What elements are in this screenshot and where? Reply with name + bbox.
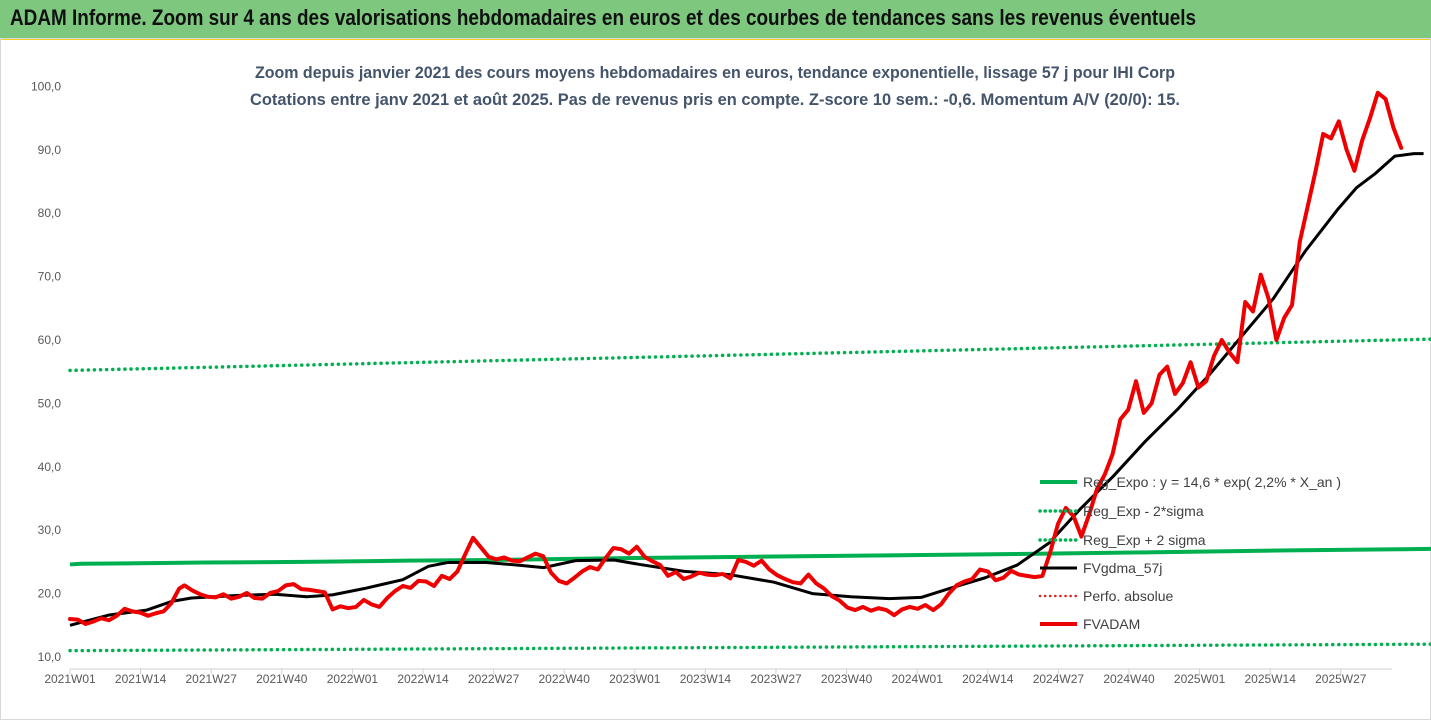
x-tick-label: 2021W27	[186, 672, 238, 686]
x-tick-label: 2024W01	[892, 672, 944, 686]
y-tick-label: 30,0	[38, 523, 62, 537]
x-axis: 2021W01 2021W14 2021W27 2021W40 2022W01 2022W…	[44, 668, 1392, 686]
y-tick-label: 20,0	[38, 587, 62, 601]
series-line-reg-plus-2sigma	[68, 337, 1431, 373]
x-tick-label: 2022W01	[327, 672, 379, 686]
legend-item: FVgdma_57j	[1040, 560, 1162, 576]
report-banner-title: ADAM Informe. Zoom sur 4 ans des valoris…	[10, 5, 1197, 30]
x-tick-label: 2024W40	[1103, 672, 1155, 686]
legend-label: Reg_Exp - 2*sigma	[1083, 503, 1204, 519]
x-tick-label: 2025W14	[1245, 672, 1297, 686]
legend-item: Reg_Expo : y = 14,6 * exp( 2,2% * X_an )	[1040, 474, 1341, 490]
legend-item: Reg_Exp - 2*sigma	[1038, 503, 1204, 519]
report-banner: ADAM Informe. Zoom sur 4 ans des valoris…	[0, 0, 1431, 40]
y-tick-label: 70,0	[38, 270, 62, 284]
legend-item: FVADAM	[1040, 616, 1140, 632]
y-tick-label: 100,0	[31, 79, 61, 93]
series-layer	[68, 90, 1431, 653]
y-axis: 10,0 20,0 30,0 40,0 50,0 60,0 70,0 80,0 90,0 100,…	[31, 79, 61, 664]
chart-title: Zoom depuis janvier 2021 des cours moyen…	[255, 63, 1175, 82]
series-line-reg-expo	[69, 546, 1431, 567]
x-tick-label: 2023W27	[750, 672, 802, 686]
legend-label: Reg_Exp + 2 sigma	[1083, 532, 1206, 548]
series-line-fvadam	[68, 90, 1404, 627]
legend-label: FVgdma_57j	[1083, 560, 1162, 576]
x-tick-label: 2022W27	[468, 672, 520, 686]
x-tick-label: 2022W14	[397, 672, 449, 686]
y-tick-label: 60,0	[38, 333, 62, 347]
legend-label: FVADAM	[1083, 616, 1140, 632]
x-tick-label: 2023W01	[609, 672, 661, 686]
chart-subtitle: Cotations entre janv 2021 et août 2025. …	[250, 90, 1180, 109]
x-tick-label: 2025W27	[1315, 672, 1367, 686]
x-tick-label: 2021W40	[256, 672, 308, 686]
y-tick-label: 90,0	[38, 143, 62, 157]
legend-item: Reg_Exp + 2 sigma	[1038, 532, 1206, 548]
y-tick-label: 10,0	[38, 650, 62, 664]
y-tick-label: 40,0	[38, 460, 62, 474]
x-tick-label: 2022W40	[539, 672, 591, 686]
legend: Reg_Expo : y = 14,6 * exp( 2,2% * X_an )…	[1038, 474, 1341, 632]
legend-label: Perfo. absolue	[1083, 588, 1173, 604]
x-tick-label: 2024W27	[1033, 672, 1085, 686]
legend-label: Reg_Expo : y = 14,6 * exp( 2,2% * X_an )	[1083, 474, 1341, 490]
series-line-reg-minus-2sigma	[68, 642, 1431, 653]
x-tick-label: 2023W14	[680, 672, 732, 686]
legend-item: Perfo. absolue	[1038, 588, 1173, 604]
x-tick-label: 2021W14	[115, 672, 167, 686]
x-tick-label: 2024W14	[962, 672, 1014, 686]
x-tick-label: 2025W01	[1174, 672, 1226, 686]
x-tick-label: 2023W40	[821, 672, 873, 686]
y-tick-label: 50,0	[38, 396, 62, 410]
y-tick-label: 80,0	[38, 206, 62, 220]
series-line-fvgdma	[69, 152, 1424, 627]
x-tick-label: 2021W01	[44, 672, 96, 686]
